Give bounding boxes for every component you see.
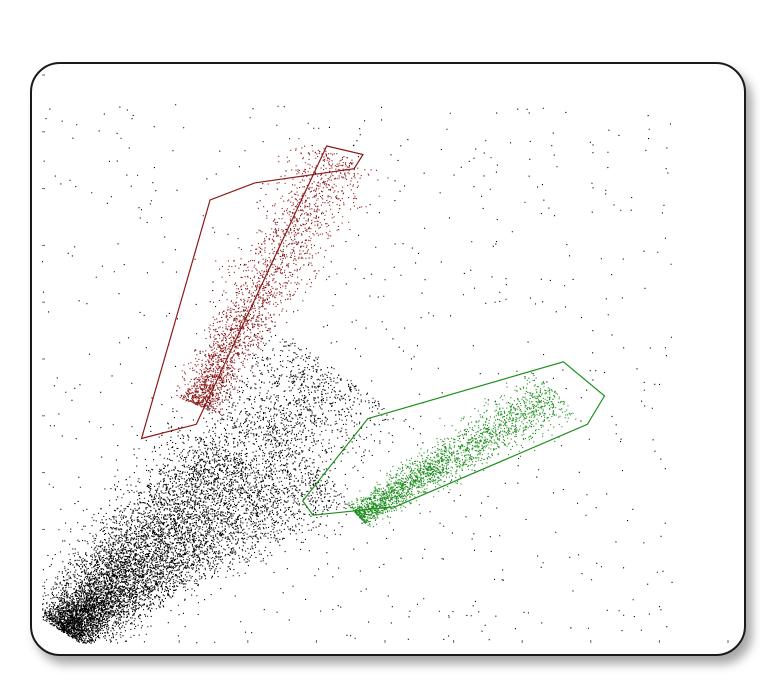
gate-polygon-3[interactable] — [301, 361, 606, 516]
gate-polygon-2[interactable] — [140, 145, 364, 440]
series-points-2 — [176, 138, 389, 415]
series-points-3 — [348, 372, 577, 528]
data-points — [42, 104, 673, 644]
gate-polygons — [140, 145, 606, 516]
plot-panel — [30, 62, 746, 656]
plot-axes — [42, 74, 729, 643]
